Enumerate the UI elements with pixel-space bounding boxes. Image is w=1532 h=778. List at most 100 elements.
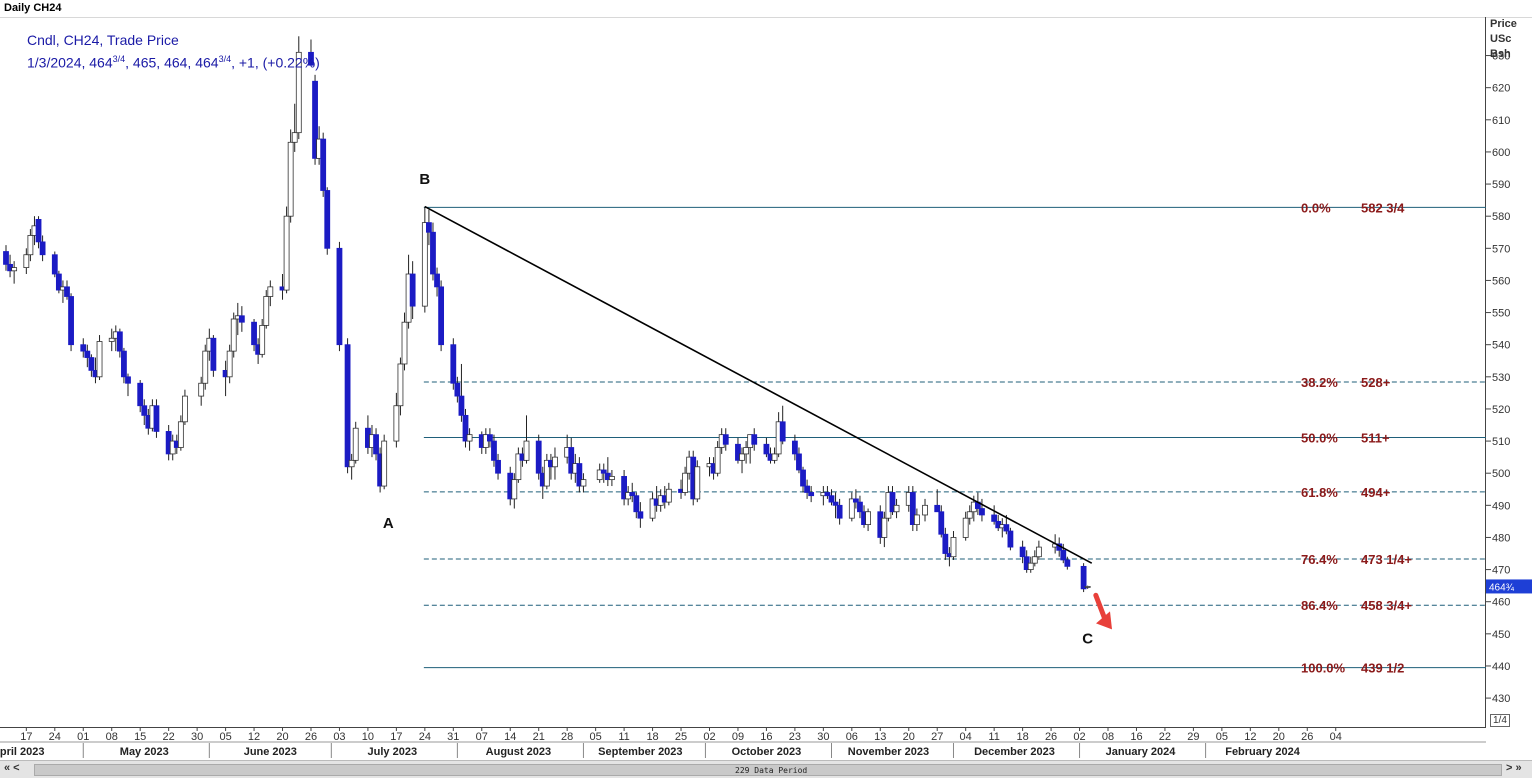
candle-body	[434, 273, 440, 288]
x-tick-label: 04	[1330, 731, 1342, 743]
scroll-left-button[interactable]: « <	[4, 762, 20, 774]
x-tick-label: 26	[1045, 731, 1057, 743]
x-tick-label: 01	[77, 731, 89, 743]
scroll-thumb[interactable]: 229 Data Period	[34, 764, 1502, 776]
month-label: June 2023	[244, 746, 297, 758]
fib-level-price: 473 1/4+	[1361, 552, 1412, 567]
month-label: November 2023	[848, 746, 929, 758]
y-tick-label: 470	[1492, 565, 1510, 577]
candle-body	[796, 453, 802, 471]
candle-body	[324, 190, 331, 249]
candle-body	[487, 434, 493, 442]
candle-body	[462, 414, 469, 442]
candle-body	[495, 459, 501, 474]
plot-area[interactable]	[0, 17, 1486, 728]
x-tick-label: 20	[276, 731, 288, 743]
candle-body	[153, 405, 160, 432]
candle-body	[393, 405, 400, 442]
month-label: April 2023	[0, 746, 44, 758]
x-tick-label: 13	[874, 731, 886, 743]
candle-body	[312, 80, 318, 159]
x-tick-label: 08	[106, 731, 118, 743]
axis-unit-price: Price	[1490, 18, 1517, 30]
month-label: August 2023	[486, 746, 551, 758]
candle-body	[308, 51, 314, 66]
x-tick-label: 11	[618, 731, 629, 743]
candle-body	[609, 476, 615, 481]
y-tick-label: 490	[1492, 500, 1510, 512]
y-tick-label: 430	[1492, 693, 1510, 705]
candle-body	[23, 254, 30, 268]
fib-level-price: 439 1/2	[1361, 661, 1404, 676]
candle-body	[600, 469, 607, 474]
candle-body	[430, 231, 436, 275]
month-label: December 2023	[974, 746, 1055, 758]
candle-body	[771, 453, 778, 461]
candle-body	[226, 350, 233, 378]
x-tick-label: 23	[789, 731, 801, 743]
candle-body	[828, 495, 835, 503]
candle-body	[108, 337, 115, 342]
candle-body	[283, 215, 290, 291]
chart-canvas[interactable]: 430 440 450 460 470 480 490 500 510 520 530 540 550 5…	[0, 0, 1532, 760]
x-tick-label: 20	[1273, 731, 1285, 743]
candle-body	[852, 498, 859, 503]
fib-level-percent: 76.4%	[1301, 552, 1338, 567]
candle-body	[991, 514, 998, 522]
fib-level-price: 582 3/4	[1361, 200, 1405, 215]
candle-body	[259, 325, 266, 355]
fib-level-percent: 100.0%	[1301, 661, 1346, 676]
candle-body	[913, 514, 920, 526]
horizontal-scrollbar[interactable]: « < 229 Data Period > »	[0, 760, 1532, 778]
candle-body	[665, 488, 672, 503]
x-tick-label: 28	[561, 731, 573, 743]
candle-body	[68, 296, 74, 346]
candle-body	[64, 286, 70, 297]
x-tick-label: 16	[1130, 731, 1142, 743]
candle-body	[267, 286, 274, 297]
y-tick-label: 630	[1492, 51, 1510, 63]
candle-body	[779, 421, 786, 442]
x-tick-label: 17	[20, 731, 32, 743]
candle-body	[116, 331, 123, 352]
x-tick-label: 05	[590, 731, 602, 743]
candle-body	[141, 405, 148, 416]
candle-body	[352, 427, 359, 461]
candle-body	[511, 479, 518, 500]
y-tick-label: 480	[1492, 532, 1510, 544]
x-tick-label: 30	[817, 731, 829, 743]
x-tick-label: 02	[703, 731, 715, 743]
candle-body	[629, 492, 636, 497]
x-tick-label: 21	[533, 731, 545, 743]
candle-body	[491, 440, 497, 461]
candle-body	[438, 286, 445, 346]
candle-body	[893, 504, 900, 513]
last-price-label: 464¾	[1489, 582, 1515, 593]
candle-body	[295, 51, 302, 134]
scroll-right-button[interactable]: > »	[1506, 762, 1522, 774]
y-tick-label: 510	[1492, 436, 1510, 448]
fib-level-price: 511+	[1361, 431, 1390, 446]
y-tick-label: 550	[1492, 308, 1510, 320]
candle-body	[909, 492, 916, 526]
candle-body	[409, 273, 416, 307]
candle-body	[804, 485, 810, 493]
candle-body	[633, 495, 640, 513]
x-tick-label: 24	[419, 731, 431, 743]
candle-body	[808, 492, 815, 497]
candle-body	[198, 382, 205, 397]
fib-level-price: 528+	[1361, 375, 1391, 390]
month-label: February 2024	[1225, 746, 1300, 758]
candle-body	[182, 395, 188, 423]
candle-body	[580, 479, 587, 487]
candle-body	[96, 341, 103, 378]
x-tick-label: 14	[504, 731, 516, 743]
candle-body	[121, 350, 127, 378]
y-tick-label: 570	[1492, 243, 1510, 255]
x-tick-label: 22	[1159, 731, 1171, 743]
candle-body	[238, 315, 245, 323]
page-indicator[interactable]: 1/4	[1490, 714, 1510, 727]
month-label: January 2024	[1106, 746, 1177, 758]
wave-label: C	[1082, 630, 1093, 647]
candle-body	[682, 472, 688, 493]
